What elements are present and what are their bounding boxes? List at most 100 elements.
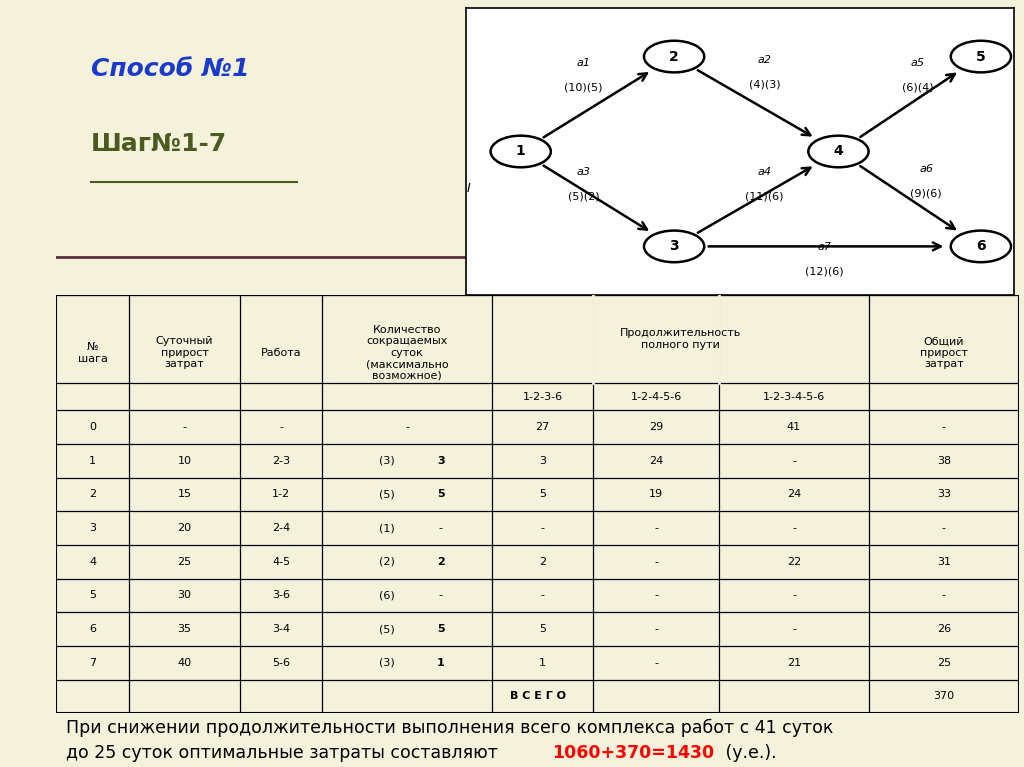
- Text: 2: 2: [670, 50, 679, 64]
- Text: (у.е.).: (у.е.).: [721, 743, 777, 762]
- Text: (4)(3): (4)(3): [749, 80, 780, 90]
- Text: (9)(6): (9)(6): [910, 189, 942, 199]
- Text: (3): (3): [379, 658, 394, 668]
- Text: -: -: [654, 658, 658, 668]
- Text: 38: 38: [937, 456, 951, 466]
- Text: до 25 суток оптимальные затраты составляют: до 25 суток оптимальные затраты составля…: [66, 743, 504, 762]
- Text: -: -: [942, 523, 946, 533]
- Text: -: -: [942, 422, 946, 432]
- Text: -: -: [792, 591, 796, 601]
- Text: 25: 25: [177, 557, 191, 567]
- Text: Продолжительность
полного пути: Продолжительность полного пути: [620, 328, 741, 350]
- Text: 0: 0: [89, 422, 96, 432]
- Text: (11)(6): (11)(6): [745, 192, 783, 202]
- Text: (12)(6): (12)(6): [806, 267, 844, 277]
- Text: 6: 6: [976, 239, 986, 253]
- Text: Общий
прирост
затрат: Общий прирост затрат: [920, 336, 968, 370]
- Text: 1: 1: [437, 658, 444, 668]
- Text: a6: a6: [920, 164, 933, 174]
- Text: 4: 4: [834, 144, 844, 159]
- Text: 30: 30: [177, 591, 191, 601]
- Text: -: -: [541, 591, 545, 601]
- Text: 1-2-3-4-5-6: 1-2-3-4-5-6: [763, 392, 825, 402]
- Text: 5: 5: [89, 591, 96, 601]
- Text: 2: 2: [437, 557, 444, 567]
- Text: 33: 33: [937, 489, 951, 499]
- Text: 27: 27: [536, 422, 550, 432]
- Text: (3): (3): [379, 456, 394, 466]
- Text: 24: 24: [649, 456, 664, 466]
- Text: Суточный
прирост
затрат: Суточный прирост затрат: [156, 336, 213, 370]
- Text: -: -: [654, 557, 658, 567]
- Text: a1: a1: [577, 58, 591, 68]
- Text: 24: 24: [786, 489, 801, 499]
- Text: 370: 370: [933, 692, 954, 702]
- Text: -: -: [792, 456, 796, 466]
- Text: 1060+370=1430: 1060+370=1430: [552, 743, 714, 762]
- Text: -: -: [792, 624, 796, 634]
- Text: -: -: [541, 523, 545, 533]
- Text: 1: 1: [516, 144, 525, 159]
- Text: 1: 1: [89, 456, 96, 466]
- Text: 2-3: 2-3: [272, 456, 290, 466]
- Text: 3: 3: [89, 523, 96, 533]
- Text: 4-5: 4-5: [272, 557, 290, 567]
- Text: 1-2: 1-2: [272, 489, 290, 499]
- Text: I: I: [467, 182, 471, 195]
- Text: 3-4: 3-4: [272, 624, 290, 634]
- Text: 2: 2: [89, 489, 96, 499]
- Text: 5-6: 5-6: [272, 658, 290, 668]
- Text: (10)(5): (10)(5): [564, 83, 603, 93]
- Circle shape: [644, 41, 705, 72]
- Text: a5: a5: [911, 58, 925, 68]
- Text: 3: 3: [539, 456, 546, 466]
- Text: 19: 19: [649, 489, 664, 499]
- Text: 5: 5: [437, 624, 444, 634]
- Text: (6): (6): [379, 591, 394, 601]
- Text: 1-2-4-5-6: 1-2-4-5-6: [631, 392, 682, 402]
- Text: (5): (5): [379, 489, 394, 499]
- Text: В С Е Г О: В С Е Г О: [510, 692, 565, 702]
- Text: 3: 3: [437, 456, 444, 466]
- Text: -: -: [792, 523, 796, 533]
- Text: 5: 5: [437, 489, 444, 499]
- Text: -: -: [280, 422, 284, 432]
- Text: a7: a7: [818, 242, 831, 252]
- Text: 2-4: 2-4: [272, 523, 291, 533]
- Text: (1): (1): [379, 523, 394, 533]
- Text: 26: 26: [937, 624, 951, 634]
- Text: 1: 1: [539, 658, 546, 668]
- Text: Способ №1: Способ №1: [91, 57, 249, 81]
- Text: (2): (2): [379, 557, 394, 567]
- Text: 3-6: 3-6: [272, 591, 290, 601]
- Text: 25: 25: [937, 658, 951, 668]
- Text: 1-2-3-6: 1-2-3-6: [522, 392, 562, 402]
- Text: №
шага: № шага: [78, 342, 108, 364]
- Text: a2: a2: [758, 55, 771, 65]
- Text: 3: 3: [670, 239, 679, 253]
- Text: 20: 20: [177, 523, 191, 533]
- Circle shape: [808, 136, 868, 167]
- Text: 4: 4: [89, 557, 96, 567]
- Text: -: -: [439, 591, 442, 601]
- Text: (5): (5): [379, 624, 394, 634]
- Text: -: -: [654, 523, 658, 533]
- Text: a3: a3: [577, 167, 591, 177]
- Text: 5: 5: [539, 624, 546, 634]
- Text: 10: 10: [177, 456, 191, 466]
- Text: -: -: [182, 422, 186, 432]
- Circle shape: [644, 231, 705, 262]
- Circle shape: [950, 41, 1011, 72]
- Text: Количество
сокращаемых
суток
(максимально
возможное): Количество сокращаемых суток (максимальн…: [366, 324, 449, 381]
- Text: 21: 21: [786, 658, 801, 668]
- Text: 22: 22: [786, 557, 801, 567]
- Circle shape: [950, 231, 1011, 262]
- Text: 35: 35: [177, 624, 191, 634]
- Text: 5: 5: [539, 489, 546, 499]
- Text: -: -: [654, 624, 658, 634]
- Text: 41: 41: [786, 422, 801, 432]
- Text: a4: a4: [758, 167, 771, 177]
- Text: -: -: [406, 422, 409, 432]
- Text: 5: 5: [976, 50, 986, 64]
- Text: 15: 15: [177, 489, 191, 499]
